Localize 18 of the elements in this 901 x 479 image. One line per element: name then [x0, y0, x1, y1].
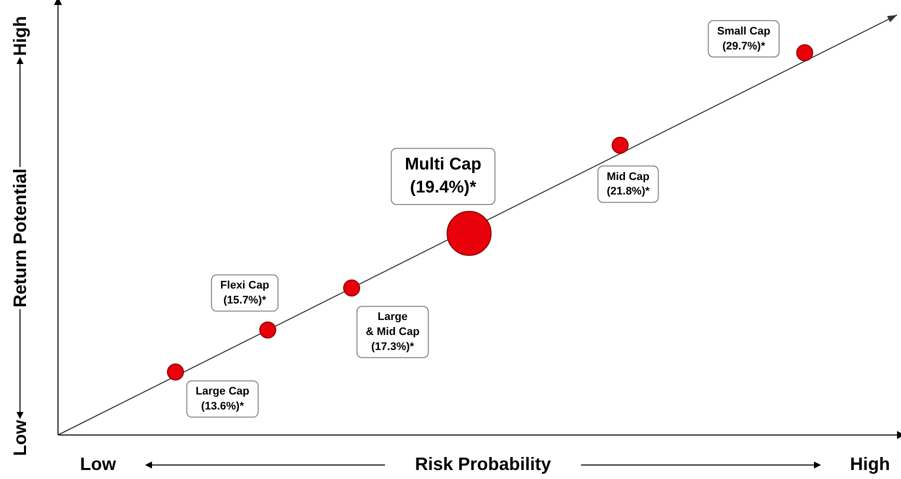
category-label: Large Cap: [196, 386, 250, 398]
data-label: (17.3%)*: [371, 340, 415, 353]
text: High: [850, 454, 890, 475]
data-label: (19.4%)*: [410, 178, 477, 197]
category-label: Flexi Cap: [220, 280, 270, 292]
text: High: [10, 16, 30, 56]
category-label: Mid Cap: [606, 170, 650, 183]
category-label: Large & Mid Cap: [366, 311, 420, 338]
data-label: (29.7%)*: [722, 40, 766, 52]
text: Low: [80, 454, 116, 475]
data-label: (21.8%)*: [606, 186, 650, 198]
text: Low: [10, 420, 30, 456]
data-label: (13.6%)*: [201, 400, 245, 412]
text: Risk Probability: [414, 454, 552, 475]
category-label: Small Cap: [717, 25, 771, 38]
category-label: Multi Cap: [404, 154, 482, 174]
text: Return Potential: [10, 168, 30, 308]
data-label: (15.7%)*: [223, 294, 267, 306]
